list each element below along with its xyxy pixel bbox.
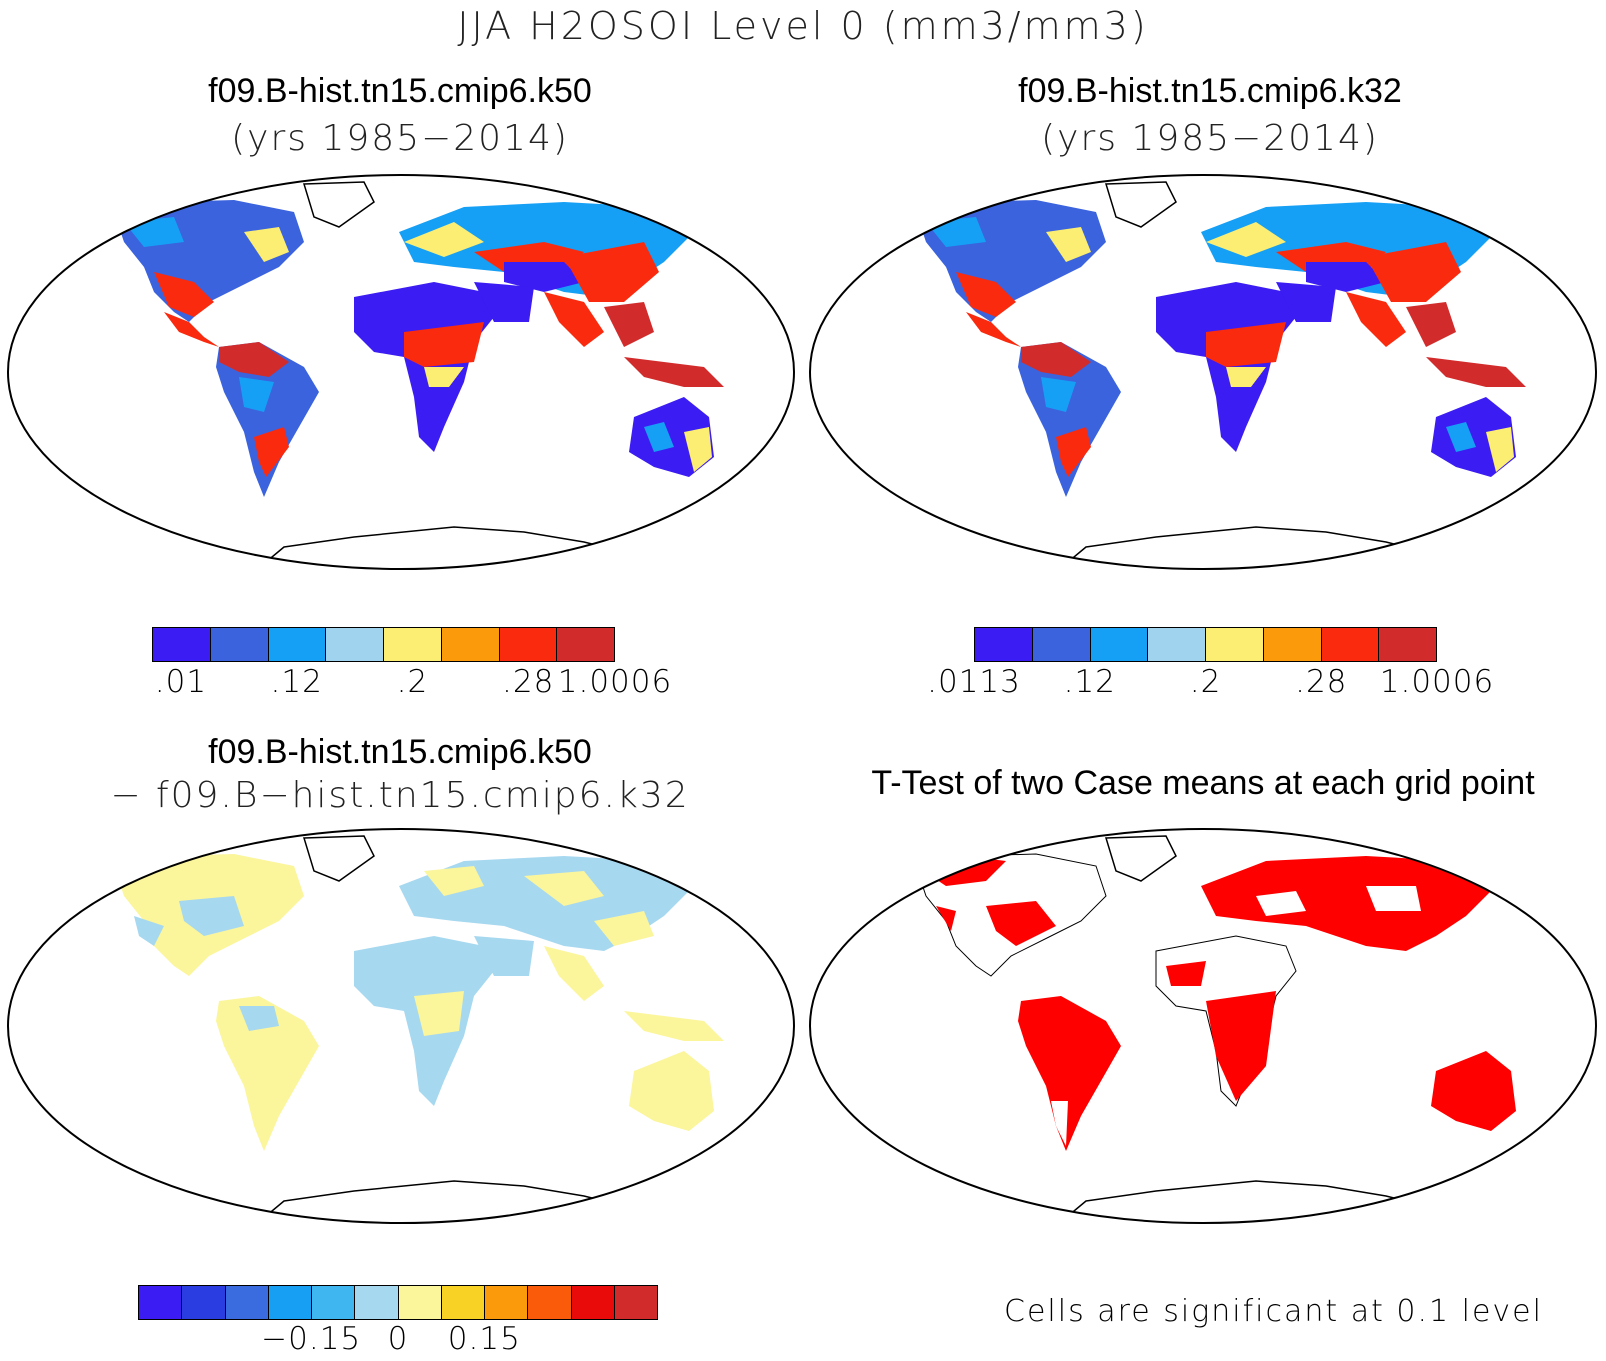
bottom-right-map: [806, 826, 1600, 1226]
top-left-colorbar-labels: .01 .12 .2 .28 1.0006: [152, 664, 671, 704]
top-right-map: [806, 172, 1600, 572]
colorbar-swatch: [182, 1286, 226, 1319]
colorbar-swatch: [614, 1286, 657, 1319]
colorbar-swatch: [210, 628, 269, 661]
top-left-panel-title: f09.B-hist.tn15.cmip6.k50: [208, 72, 592, 110]
colorbar-swatch: [384, 628, 442, 661]
colorbar-swatch: [398, 1286, 442, 1319]
colorbar-tick-label: .01: [154, 664, 208, 700]
top-right-colorbar: [974, 627, 1437, 662]
figure-title: JJA H2OSOI Level 0 (mm3/mm3): [457, 4, 1149, 48]
colorbar-tick-label: −0.15: [261, 1321, 362, 1357]
bottom-left-panel-subtitle: − f09.B−hist.tn15.cmip6.k32: [110, 775, 690, 816]
colorbar-swatch: [1090, 628, 1149, 661]
colorbar-swatch: [485, 1286, 529, 1319]
colorbar-swatch: [326, 628, 384, 661]
colorbar-tick-label: .12: [270, 664, 323, 700]
colorbar-tick-label: .2: [1189, 664, 1222, 700]
bottom-left-panel-title: f09.B-hist.tn15.cmip6.k50: [208, 733, 592, 771]
bottom-left-colorbar-labels: −0.15 0 0.15: [138, 1321, 658, 1361]
colorbar-swatch: [139, 1286, 183, 1319]
top-right-panel-title: f09.B-hist.tn15.cmip6.k32: [1018, 72, 1402, 110]
top-left-panel-subtitle: (yrs 1985−2014): [231, 118, 569, 159]
colorbar-swatch: [1321, 628, 1380, 661]
significance-note: Cells are significant at 0.1 level: [1004, 1294, 1543, 1329]
colorbar-swatch: [1263, 628, 1322, 661]
colorbar-swatch: [312, 1286, 356, 1319]
colorbar-tick-label: .0113: [927, 664, 1021, 700]
colorbar-swatch: [1206, 628, 1264, 661]
colorbar-swatch: [571, 1286, 615, 1319]
colorbar-tick-label: 1.0006: [557, 664, 673, 700]
colorbar-tick-label: .12: [1063, 664, 1116, 700]
colorbar-swatch: [1032, 628, 1091, 661]
top-left-map: [4, 172, 798, 572]
colorbar-tick-label: .28: [502, 664, 555, 700]
colorbar-swatch: [153, 628, 211, 661]
colorbar-tick-label: .2: [396, 664, 429, 700]
colorbar-tick-label: 0.15: [447, 1321, 521, 1357]
colorbar-tick-label: .28: [1295, 664, 1348, 700]
colorbar-tick-label: 0: [387, 1321, 409, 1357]
bottom-right-panel-title: T-Test of two Case means at each grid po…: [871, 764, 1535, 802]
colorbar-swatch: [1379, 628, 1436, 661]
colorbar-swatch: [268, 1286, 312, 1319]
colorbar-swatch: [499, 628, 558, 661]
colorbar-swatch: [225, 1286, 269, 1319]
colorbar-swatch: [975, 628, 1033, 661]
colorbar-swatch: [355, 1286, 399, 1319]
colorbar-swatch: [441, 628, 500, 661]
bottom-left-map: [4, 826, 798, 1226]
colorbar-swatch: [1148, 628, 1206, 661]
colorbar-swatch: [528, 1286, 572, 1319]
colorbar-tick-label: 1.0006: [1379, 664, 1495, 700]
top-left-colorbar: [152, 627, 615, 662]
colorbar-swatch: [557, 628, 614, 661]
colorbar-swatch: [268, 628, 327, 661]
top-right-colorbar-labels: .0113 .12 .2 .28 1.0006: [927, 664, 1493, 704]
colorbar-swatch: [441, 1286, 485, 1319]
bottom-left-colorbar: [138, 1285, 658, 1320]
top-right-panel-subtitle: (yrs 1985−2014): [1041, 118, 1379, 159]
